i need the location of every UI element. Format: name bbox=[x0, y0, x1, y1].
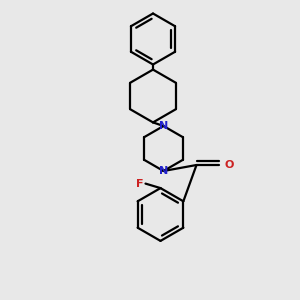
Text: O: O bbox=[224, 160, 234, 170]
Text: F: F bbox=[136, 178, 143, 189]
Text: N: N bbox=[159, 166, 168, 176]
Text: N: N bbox=[159, 121, 168, 131]
